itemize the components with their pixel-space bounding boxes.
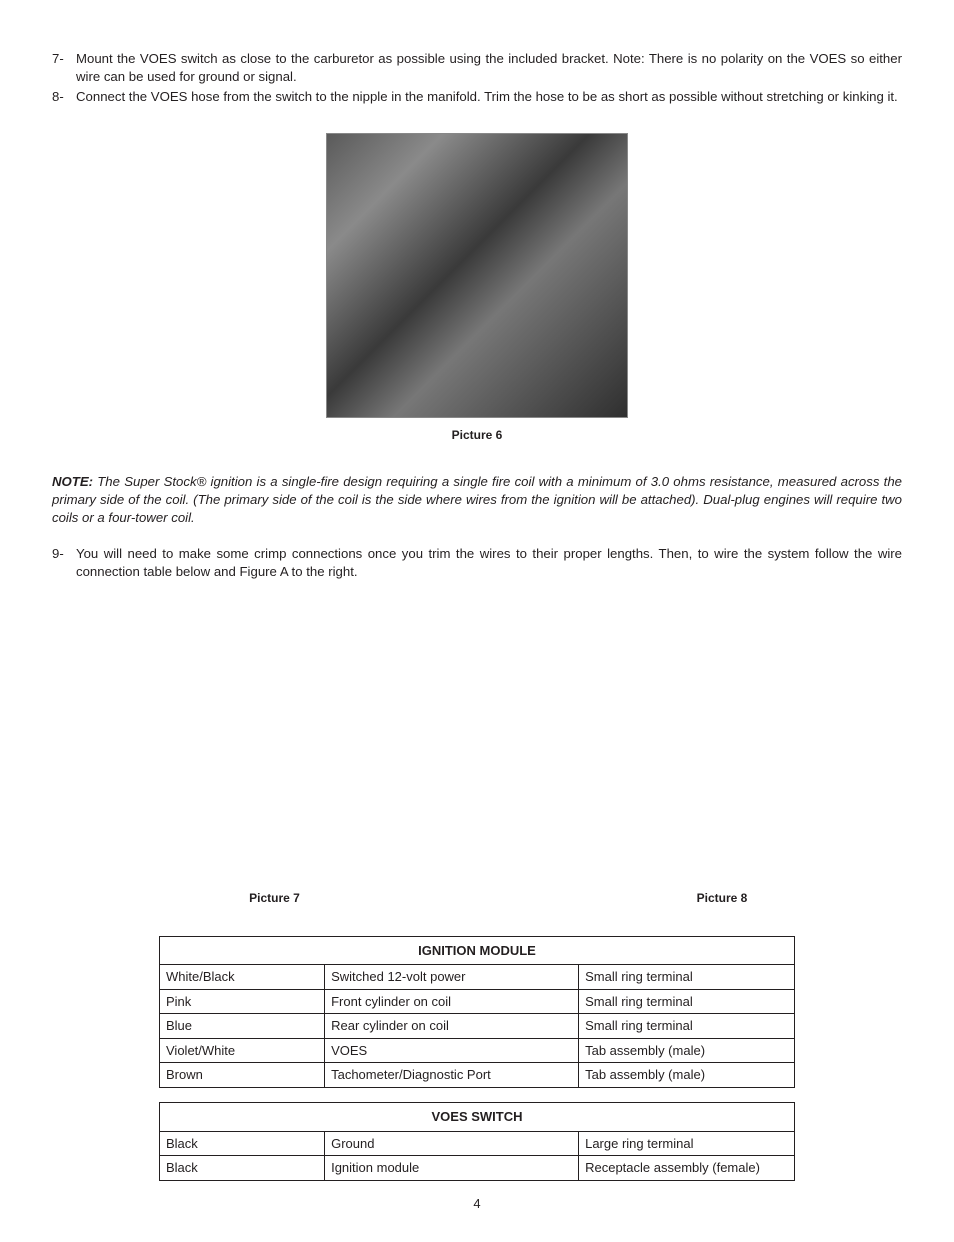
table-title: VOES SWITCH: [160, 1102, 795, 1131]
photo-placeholder: [562, 601, 882, 886]
step-item: 8- Connect the VOES hose from the switch…: [52, 88, 902, 106]
note-text: The Super Stock® ignition is a single-fi…: [52, 474, 902, 525]
figure-caption: Picture 7: [122, 890, 427, 906]
figure-caption: Picture 6: [52, 427, 902, 443]
table-row: BrownTachometer/Diagnostic PortTab assem…: [160, 1063, 795, 1088]
step-number: 9-: [52, 545, 76, 581]
step-number: 8-: [52, 88, 76, 106]
step-text: Mount the VOES switch as close to the ca…: [76, 50, 902, 86]
step-item: 9- You will need to make some crimp conn…: [52, 545, 902, 581]
table-body: White/BlackSwitched 12-volt powerSmall r…: [160, 965, 795, 1088]
note-paragraph: NOTE: The Super Stock® ignition is a sin…: [52, 473, 902, 526]
table-row: PinkFront cylinder on coilSmall ring ter…: [160, 989, 795, 1014]
figure-row: Picture 7 Picture 8: [52, 601, 902, 906]
note-label: NOTE:: [52, 474, 93, 489]
step-text: You will need to make some crimp connect…: [76, 545, 902, 581]
voes-switch-table: VOES SWITCH BlackGroundLarge ring termin…: [159, 1102, 795, 1181]
table-row: BlackGroundLarge ring terminal: [160, 1131, 795, 1156]
photo-placeholder: [122, 601, 427, 886]
figure-7: Picture 7: [52, 601, 427, 906]
photo-placeholder: [326, 133, 628, 418]
table-row: BlackIgnition moduleReceptacle assembly …: [160, 1156, 795, 1181]
step-item: 7- Mount the VOES switch as close to the…: [52, 50, 902, 86]
table-row: Violet/WhiteVOESTab assembly (male): [160, 1038, 795, 1063]
step-list-b: 9- You will need to make some crimp conn…: [52, 545, 902, 581]
page-number: 4: [52, 1195, 902, 1213]
ignition-module-table: IGNITION MODULE White/BlackSwitched 12-v…: [159, 936, 795, 1088]
table-row: BlueRear cylinder on coilSmall ring term…: [160, 1014, 795, 1039]
table-row: White/BlackSwitched 12-volt powerSmall r…: [160, 965, 795, 990]
table-body: BlackGroundLarge ring terminal BlackIgni…: [160, 1131, 795, 1180]
table-title: IGNITION MODULE: [160, 936, 795, 965]
step-list-a: 7- Mount the VOES switch as close to the…: [52, 50, 902, 105]
figure-8: Picture 8: [562, 601, 902, 906]
step-text: Connect the VOES hose from the switch to…: [76, 88, 902, 106]
step-number: 7-: [52, 50, 76, 86]
figure-6: Picture 6: [52, 133, 902, 443]
figure-caption: Picture 8: [562, 890, 882, 906]
